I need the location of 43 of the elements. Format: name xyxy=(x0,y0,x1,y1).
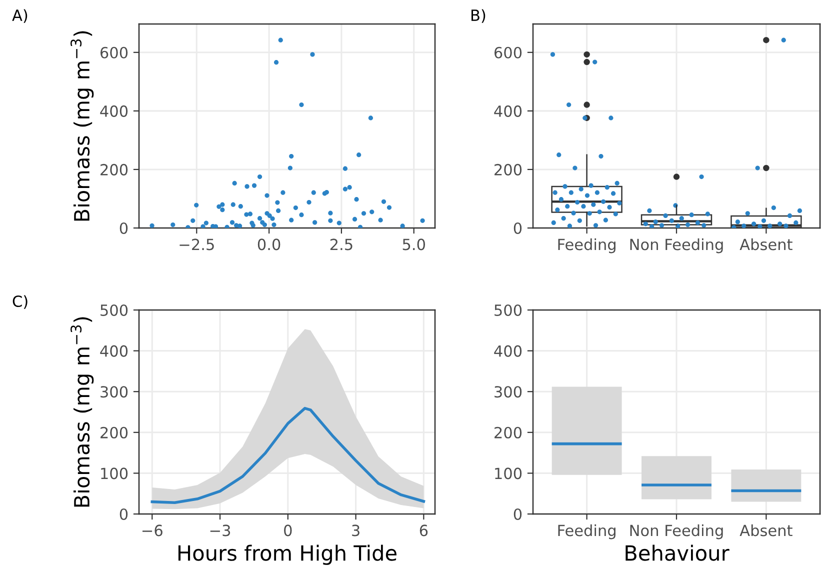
x-tick-label: 3 xyxy=(352,524,360,536)
y-tick-label: 500 xyxy=(494,304,522,316)
x-axis-title: Behaviour xyxy=(626,544,730,561)
y-tick-label: 0 xyxy=(514,222,522,234)
chart-title: B) xyxy=(472,9,486,23)
x-tick-label: 6 xyxy=(420,524,428,536)
y-tick-label: 400 xyxy=(494,345,522,357)
y-tick-label: 400 xyxy=(100,345,128,357)
y-tick-label: 200 xyxy=(494,426,522,438)
chart-title: C) xyxy=(12,295,28,309)
y-tick-label: 400 xyxy=(100,105,128,117)
x-tick-label: Non Feeding xyxy=(630,524,723,540)
y-tick-label: 0 xyxy=(120,222,128,234)
y-tick-label: 0 xyxy=(120,508,128,520)
x-tick-label: 0 xyxy=(284,524,292,536)
y-tick-label: 600 xyxy=(100,46,128,58)
y-axis-title: Biomass (mg m$^{−3}$) xyxy=(70,317,94,507)
x-tick-label: Absent xyxy=(740,524,792,536)
x-tick-label: 2.5 xyxy=(330,238,352,250)
x-tick-label: Feeding xyxy=(558,238,616,254)
y-axis-title: Biomass (mg m$^{−3}$) xyxy=(70,31,94,221)
y-tick-label: 400 xyxy=(494,105,522,117)
y-tick-label: 300 xyxy=(100,386,128,398)
x-tick-label: −2.5 xyxy=(180,238,214,250)
y-tick-label: 200 xyxy=(494,164,522,176)
y-tick-label: 0 xyxy=(514,508,522,520)
x-tick-label: Feeding xyxy=(558,524,616,540)
y-tick-label: 100 xyxy=(495,468,522,480)
y-tick-label: 100 xyxy=(101,468,128,480)
x-tick-label: −3 xyxy=(210,524,230,536)
x-tick-label: 5.0 xyxy=(402,238,425,250)
x-tick-label: 0.0 xyxy=(258,238,280,250)
x-axis-title: Hours from High Tide xyxy=(178,544,396,565)
y-tick-label: 200 xyxy=(100,426,128,438)
y-tick-label: 500 xyxy=(100,304,128,316)
x-tick-label: Absent xyxy=(740,238,792,250)
x-tick-label: −6 xyxy=(142,524,162,536)
y-tick-label: 600 xyxy=(494,46,522,58)
chart-title: A) xyxy=(12,9,28,23)
y-tick-label: 200 xyxy=(100,164,128,176)
x-tick-label: Non Feeding xyxy=(630,238,723,254)
y-tick-label: 300 xyxy=(494,386,522,398)
line-series xyxy=(150,406,426,504)
